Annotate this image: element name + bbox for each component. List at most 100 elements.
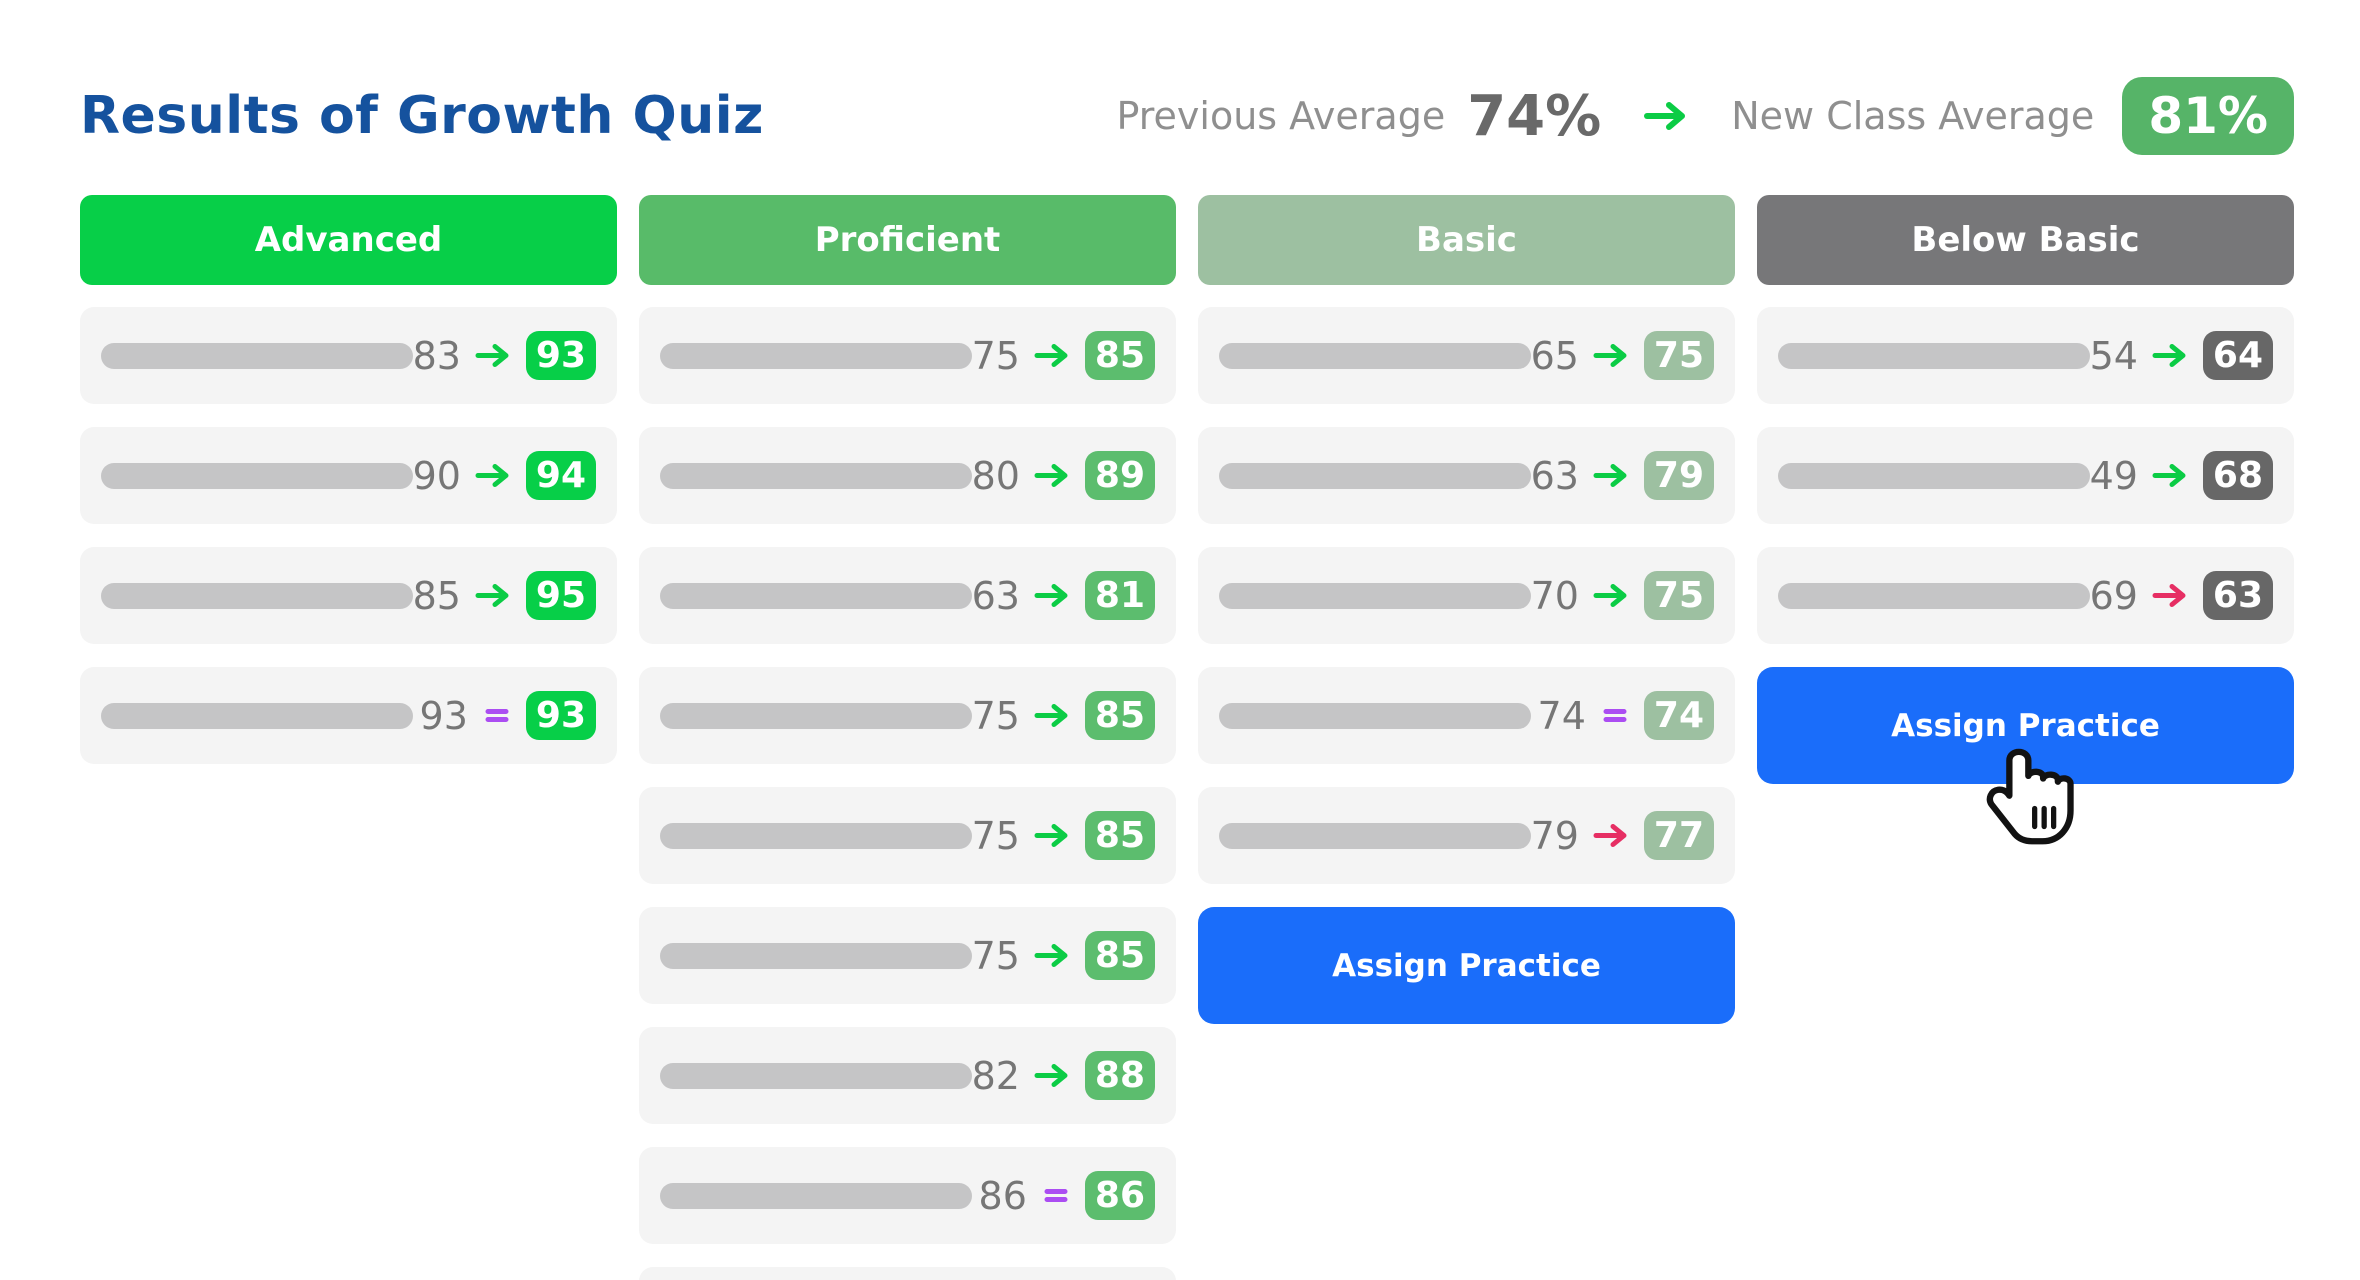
arrow-right-icon <box>475 584 509 607</box>
new-score-badge: 88 <box>1084 1051 1155 1100</box>
student-row: 85 95 <box>80 547 617 644</box>
arrow-right-icon <box>1034 944 1068 967</box>
student-row: 74 74 <box>1198 667 1735 764</box>
student-row: 63 81 <box>639 547 1176 644</box>
student-row: 69 63 <box>1757 547 2294 644</box>
student-name-bar <box>1778 582 2090 609</box>
previous-score: 75 <box>971 933 1020 978</box>
new-score-badge: 94 <box>525 451 596 500</box>
previous-score: 82 <box>971 1053 1020 1098</box>
class-average-summary: Previous Average 74% New Class Average 8… <box>1116 77 2294 155</box>
student-row: 79 77 <box>1198 787 1735 884</box>
student-row-partial <box>639 1267 1176 1280</box>
student-name-bar <box>660 942 972 969</box>
student-name-bar <box>660 822 972 849</box>
arrow-right-icon <box>1034 344 1068 367</box>
student-name-bar <box>660 1182 972 1209</box>
student-name-bar <box>1778 342 2090 369</box>
arrow-right-icon <box>2152 464 2186 487</box>
student-name-bar <box>1219 462 1531 489</box>
previous-score: 85 <box>412 573 461 618</box>
new-score-badge: 79 <box>1643 451 1714 500</box>
column-header-below-basic: Below Basic <box>1757 195 2294 285</box>
column-proficient: Proficient 75 85 80 89 63 81 75 85 75 85 75 85… <box>639 195 1176 1280</box>
results-grid: Advanced 83 93 90 94 85 95 93 93 Proficient 75… <box>80 195 2294 1280</box>
previous-score: 75 <box>971 333 1020 378</box>
previous-score: 80 <box>971 453 1020 498</box>
student-name-bar <box>1219 822 1531 849</box>
new-score-badge: 93 <box>525 691 596 740</box>
student-name-bar <box>101 342 413 369</box>
new-score-badge: 74 <box>1643 691 1714 740</box>
previous-score: 90 <box>412 453 461 498</box>
previous-average-label: Previous Average <box>1116 94 1446 138</box>
new-average-badge: 81% <box>2122 77 2294 155</box>
previous-score: 79 <box>1530 813 1579 858</box>
arrow-right-icon <box>1034 1064 1068 1087</box>
arrow-right-icon <box>475 464 509 487</box>
student-name-bar <box>660 582 972 609</box>
student-name-bar <box>101 582 413 609</box>
student-row: 63 79 <box>1198 427 1735 524</box>
arrow-right-icon <box>1593 344 1627 367</box>
new-score-badge: 85 <box>1084 931 1155 980</box>
student-row: 75 85 <box>639 667 1176 764</box>
new-score-badge: 64 <box>2202 331 2273 380</box>
student-row: 86 86 <box>639 1147 1176 1244</box>
previous-score: 83 <box>412 333 461 378</box>
student-row: 82 88 <box>639 1027 1176 1124</box>
arrow-right-icon <box>1593 824 1627 847</box>
student-name-bar <box>660 462 972 489</box>
arrow-right-icon <box>1034 464 1068 487</box>
previous-score: 74 <box>1537 693 1586 738</box>
new-score-badge: 81 <box>1084 571 1155 620</box>
previous-score: 75 <box>971 693 1020 738</box>
equals-icon <box>485 709 509 722</box>
student-name-bar <box>1219 342 1531 369</box>
student-name-bar <box>1219 582 1531 609</box>
previous-score: 75 <box>971 813 1020 858</box>
student-name-bar <box>660 1062 972 1089</box>
column-below-basic: Below Basic 54 64 49 68 69 63 Assign Practic… <box>1757 195 2294 787</box>
new-score-badge: 95 <box>525 571 596 620</box>
student-name-bar <box>660 702 972 729</box>
new-score-badge: 75 <box>1643 331 1714 380</box>
assign-practice-button[interactable]: Assign Practice <box>1757 667 2294 784</box>
previous-average-value: 74% <box>1467 83 1602 149</box>
arrow-right-icon <box>1593 584 1627 607</box>
new-score-badge: 85 <box>1084 691 1155 740</box>
previous-score: 86 <box>978 1173 1027 1218</box>
new-score-badge: 85 <box>1084 331 1155 380</box>
student-name-bar <box>660 342 972 369</box>
header-arrow-icon <box>1644 102 1686 130</box>
previous-score: 49 <box>2089 453 2138 498</box>
arrow-right-icon <box>1593 464 1627 487</box>
arrow-right-icon <box>1034 824 1068 847</box>
new-score-badge: 89 <box>1084 451 1155 500</box>
student-name-bar <box>1778 462 2090 489</box>
new-score-badge: 85 <box>1084 811 1155 860</box>
student-row: 70 75 <box>1198 547 1735 644</box>
previous-score: 63 <box>971 573 1020 618</box>
student-row: 54 64 <box>1757 307 2294 404</box>
student-row: 75 85 <box>639 307 1176 404</box>
student-row: 80 89 <box>639 427 1176 524</box>
new-score-badge: 86 <box>1084 1171 1155 1220</box>
page-header: Results of Growth Quiz Previous Average … <box>0 0 2360 160</box>
equals-icon <box>1044 1189 1068 1202</box>
student-name-bar <box>1219 702 1531 729</box>
student-row: 93 93 <box>80 667 617 764</box>
arrow-right-icon <box>2152 584 2186 607</box>
arrow-right-icon <box>1034 584 1068 607</box>
column-basic: Basic 65 75 63 79 70 75 74 74 79 77 Assign Pra… <box>1198 195 1735 1027</box>
student-row: 90 94 <box>80 427 617 524</box>
arrow-right-icon <box>2152 344 2186 367</box>
previous-score: 70 <box>1530 573 1579 618</box>
arrow-right-icon <box>475 344 509 367</box>
new-score-badge: 63 <box>2202 571 2273 620</box>
previous-score: 69 <box>2089 573 2138 618</box>
new-score-badge: 93 <box>525 331 596 380</box>
new-score-badge: 68 <box>2202 451 2273 500</box>
assign-practice-button[interactable]: Assign Practice <box>1198 907 1735 1024</box>
previous-score: 54 <box>2089 333 2138 378</box>
